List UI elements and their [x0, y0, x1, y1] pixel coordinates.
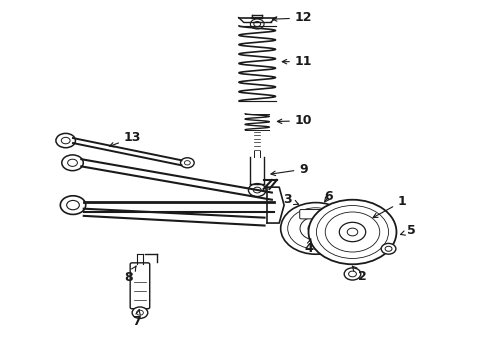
- Text: 9: 9: [271, 163, 308, 176]
- Text: 3: 3: [284, 193, 298, 206]
- Circle shape: [67, 201, 79, 210]
- Circle shape: [248, 184, 266, 197]
- Circle shape: [180, 158, 194, 168]
- Circle shape: [250, 19, 264, 29]
- Circle shape: [254, 22, 261, 27]
- Text: 13: 13: [109, 131, 141, 147]
- Circle shape: [308, 223, 323, 234]
- Circle shape: [339, 222, 366, 242]
- Circle shape: [281, 203, 351, 254]
- Text: 10: 10: [277, 114, 313, 127]
- Circle shape: [381, 243, 396, 254]
- Circle shape: [61, 137, 70, 144]
- Circle shape: [60, 196, 86, 215]
- Text: 6: 6: [325, 190, 333, 203]
- Circle shape: [347, 228, 358, 236]
- Text: 11: 11: [282, 55, 313, 68]
- Text: 12: 12: [272, 12, 313, 24]
- FancyBboxPatch shape: [130, 263, 150, 309]
- Circle shape: [184, 161, 190, 165]
- Circle shape: [132, 307, 148, 319]
- Circle shape: [68, 159, 77, 166]
- Text: 7: 7: [132, 310, 141, 328]
- Circle shape: [348, 271, 356, 277]
- Circle shape: [344, 268, 361, 280]
- Text: 4: 4: [304, 239, 313, 255]
- Circle shape: [309, 200, 396, 264]
- Circle shape: [137, 310, 144, 315]
- Text: 1: 1: [373, 195, 407, 217]
- FancyBboxPatch shape: [300, 210, 322, 219]
- Text: 5: 5: [400, 224, 416, 238]
- Circle shape: [253, 187, 261, 193]
- Text: 8: 8: [124, 266, 136, 284]
- Text: 2: 2: [352, 266, 367, 283]
- Circle shape: [385, 246, 392, 251]
- Circle shape: [56, 134, 75, 148]
- Circle shape: [62, 155, 83, 171]
